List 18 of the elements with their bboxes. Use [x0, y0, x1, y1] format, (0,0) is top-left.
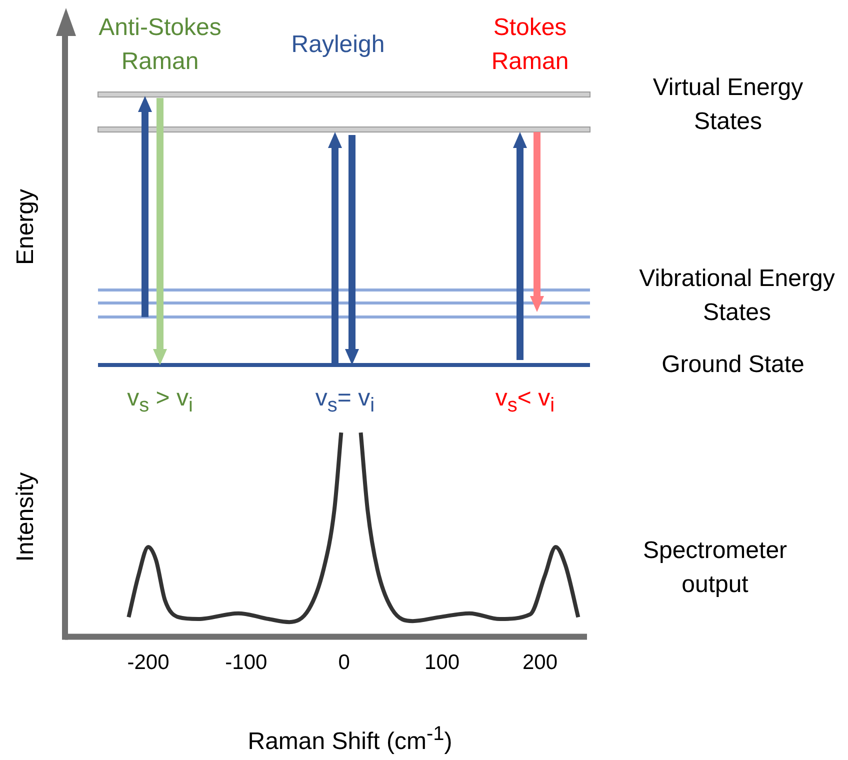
text: Ground State	[660, 350, 806, 380]
x-tick-label: 100	[424, 651, 460, 674]
text: Anti-Stokes Raman	[98, 13, 222, 77]
x-axis-title: Raman Shift (cm$^{-1}$)	[246, 722, 454, 756]
x-tick-label: 0	[338, 651, 350, 674]
text: Spectrometer output	[642, 536, 788, 600]
y-axis-title: Intensity	[11, 472, 40, 562]
x-tick-label: -100	[225, 651, 268, 674]
text: v$_{s}$< v$_{i}$	[494, 384, 556, 418]
x-tick-label: 200	[522, 651, 558, 674]
text: Stokes Raman	[490, 13, 570, 77]
text: v$_{s}$= v$_{i}$	[314, 384, 376, 418]
text: v$_{s}$ > v$_{i}$	[126, 384, 194, 418]
text: Energy	[11, 188, 40, 266]
text: Virtual Energy States	[652, 73, 804, 137]
x-tick-label: -200	[127, 651, 170, 674]
text: Vibrational Energy States	[638, 264, 836, 328]
text: Rayleigh	[290, 30, 386, 60]
